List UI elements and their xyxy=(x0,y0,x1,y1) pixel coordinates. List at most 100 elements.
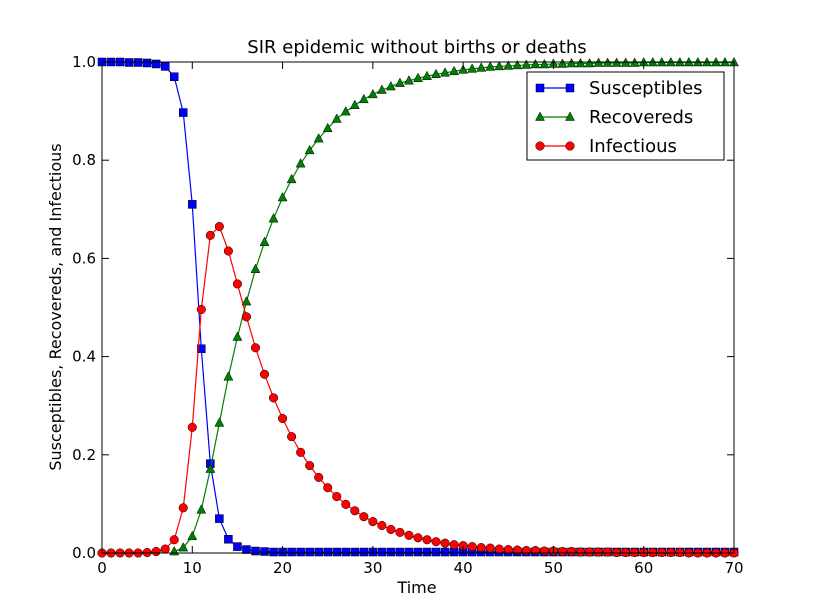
data-point-recovereds xyxy=(566,57,577,68)
data-point-recovereds xyxy=(458,64,469,74)
data-point-recovereds xyxy=(539,58,550,69)
data-point-infectious xyxy=(440,538,450,548)
data-point-susceptibles xyxy=(431,547,441,557)
data-point-susceptibles xyxy=(251,546,260,556)
data-point-infectious xyxy=(341,499,351,509)
y-axis-label: Susceptibles, Recovereds, and Infectious xyxy=(46,143,65,470)
data-point-infectious xyxy=(323,483,333,493)
data-point-susceptibles xyxy=(404,547,414,557)
data-point-infectious xyxy=(214,221,224,232)
data-point-infectious xyxy=(476,543,486,553)
data-point-infectious xyxy=(250,343,261,353)
data-point-susceptibles xyxy=(269,547,278,557)
data-point-infectious xyxy=(287,432,297,442)
series-recovereds xyxy=(169,56,739,556)
data-point-recovereds xyxy=(268,213,279,223)
data-point-recovereds xyxy=(205,463,216,473)
data-point-susceptibles xyxy=(395,547,405,557)
legend-label: Recovereds xyxy=(589,107,693,128)
data-point-infectious xyxy=(368,517,378,527)
data-point-recovereds xyxy=(340,106,351,116)
data-point-susceptibles xyxy=(160,62,170,71)
data-point-recovereds xyxy=(512,59,523,70)
x-tick-label: 60 xyxy=(634,559,653,577)
data-point-susceptibles xyxy=(260,547,269,556)
data-point-susceptibles xyxy=(242,545,251,554)
x-tick-label: 50 xyxy=(544,559,563,577)
data-point-recovereds xyxy=(232,331,243,341)
legend: Susceptibles Recovereds Infectious xyxy=(526,71,725,161)
data-point-infectious xyxy=(332,491,342,502)
data-point-infectious xyxy=(169,535,179,545)
y-tick-label: 0.2 xyxy=(72,446,96,464)
data-point-recovereds xyxy=(358,93,369,104)
data-point-recovereds xyxy=(322,122,333,133)
data-point-infectious xyxy=(278,413,288,424)
x-tick-label: 10 xyxy=(183,559,202,577)
data-point-recovereds xyxy=(404,75,414,85)
data-point-recovereds xyxy=(422,70,432,80)
legend-entry-susceptibles: Susceptibles xyxy=(535,78,703,99)
legend-marker xyxy=(565,111,575,121)
data-point-recovereds xyxy=(313,133,324,143)
data-point-infectious xyxy=(296,447,306,457)
data-point-recovereds xyxy=(467,63,478,73)
data-point-susceptibles xyxy=(215,514,224,523)
y-tick-label: 0.8 xyxy=(72,151,96,169)
data-point-recovereds xyxy=(494,60,505,71)
data-point-infectious xyxy=(196,304,206,315)
data-point-infectious xyxy=(494,544,504,554)
data-point-infectious xyxy=(187,422,197,432)
data-point-infectious xyxy=(314,472,324,482)
data-point-susceptibles xyxy=(233,542,242,551)
data-point-infectious xyxy=(503,545,513,555)
data-point-recovereds xyxy=(214,417,225,427)
data-point-recovereds xyxy=(223,371,234,381)
legend-label: Susceptibles xyxy=(589,78,703,99)
data-point-recovereds xyxy=(277,191,288,202)
legend-entry-infectious: Infectious xyxy=(535,136,677,157)
x-tick-label: 20 xyxy=(273,559,292,577)
data-point-recovereds xyxy=(440,67,451,77)
legend-marker xyxy=(535,141,545,151)
data-point-infectious xyxy=(431,537,441,547)
data-point-susceptibles xyxy=(332,547,341,557)
data-point-recovereds xyxy=(196,504,207,514)
data-point-infectious xyxy=(377,520,387,531)
data-point-recovereds xyxy=(295,158,306,168)
data-point-infectious xyxy=(594,547,604,557)
data-point-susceptibles xyxy=(188,200,197,209)
data-point-recovereds xyxy=(385,81,396,91)
y-tick-label: 0.4 xyxy=(72,348,96,366)
data-point-recovereds xyxy=(575,57,586,68)
data-point-susceptibles xyxy=(314,547,323,557)
data-point-recovereds xyxy=(485,61,496,71)
data-point-infectious xyxy=(422,535,432,545)
data-point-infectious xyxy=(259,369,270,379)
data-point-susceptibles xyxy=(341,547,351,557)
data-point-recovereds xyxy=(449,65,460,76)
x-tick-label: 70 xyxy=(724,559,743,577)
data-point-recovereds xyxy=(259,236,270,246)
data-point-susceptibles xyxy=(224,535,233,544)
data-point-susceptibles xyxy=(169,72,179,81)
legend-marker xyxy=(535,83,545,93)
data-point-infectious xyxy=(467,542,477,552)
data-point-susceptibles xyxy=(350,547,360,557)
data-point-susceptibles xyxy=(377,547,387,557)
x-tick-label: 0 xyxy=(97,559,107,577)
data-point-recovereds xyxy=(557,58,568,68)
data-point-infectious xyxy=(350,506,360,516)
data-point-infectious xyxy=(485,543,495,553)
data-point-infectious xyxy=(395,527,405,537)
legend-entry-recovereds: Recovereds xyxy=(535,107,693,128)
data-point-infectious xyxy=(160,544,170,554)
data-point-recovereds xyxy=(530,58,541,69)
data-point-infectious xyxy=(241,312,252,322)
y-tick-label: 1.0 xyxy=(72,53,96,71)
data-point-susceptibles xyxy=(142,58,152,68)
data-point-infectious xyxy=(386,524,396,534)
data-point-recovereds xyxy=(521,59,532,69)
data-point-infectious xyxy=(557,546,568,557)
